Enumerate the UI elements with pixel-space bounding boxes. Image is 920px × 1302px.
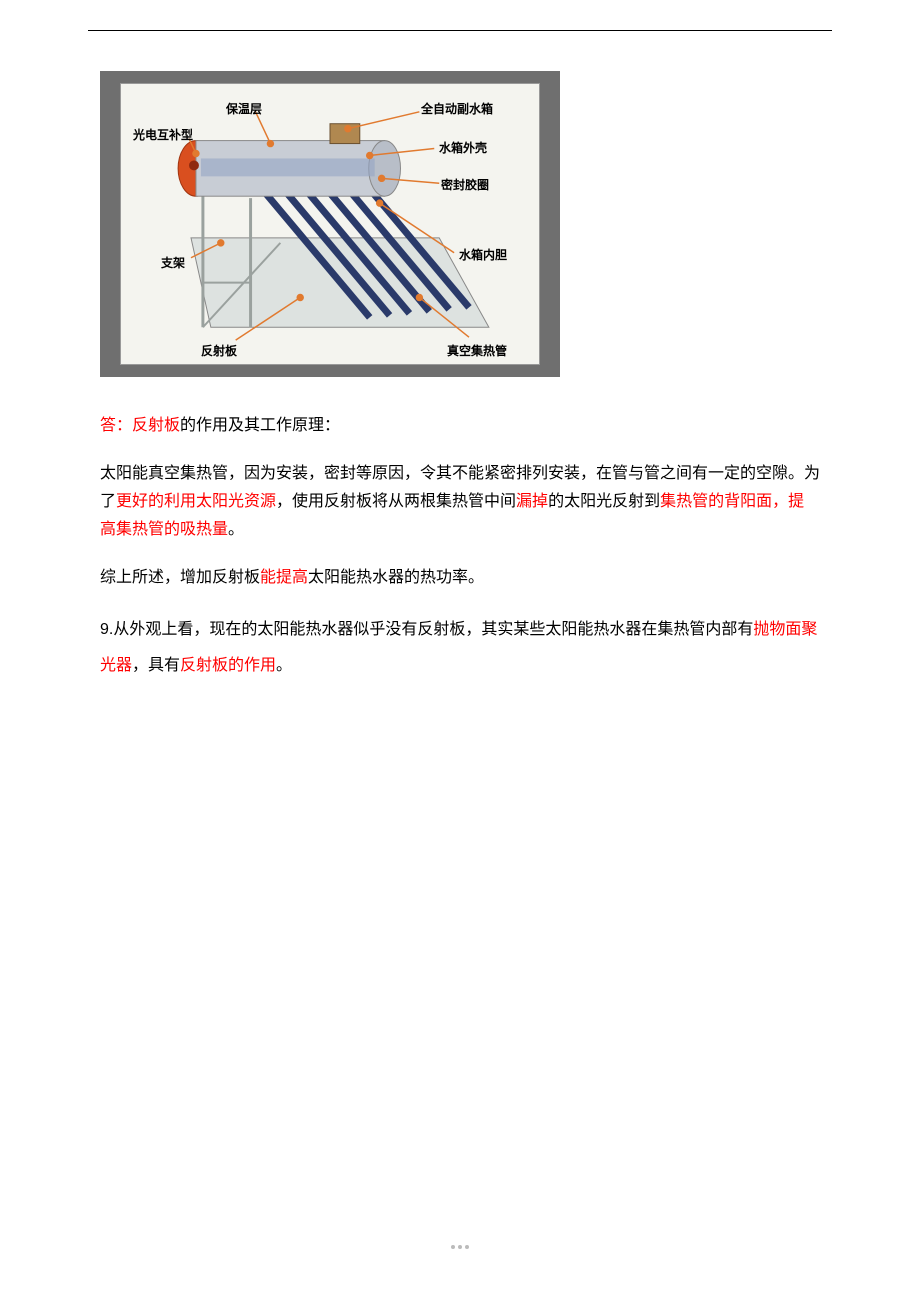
p2-t1: 综上所述，增加反射板 [100, 569, 260, 586]
page-footer [0, 1238, 920, 1256]
p2-t2: 太阳能热水器的热功率。 [308, 569, 484, 586]
label-neidan: 水箱内胆 [459, 246, 507, 263]
p3-t1: 9.从外观上看，现在的太阳能热水器似乎没有反射板，其实某些太阳能热水器在集热管内… [100, 621, 753, 638]
answer-prefix: 答： [100, 417, 132, 434]
p1-r2: 漏掉 [516, 493, 548, 510]
label-guangdian: 光电互补型 [133, 126, 193, 143]
label-fanshe: 反射板 [201, 342, 237, 359]
label-fushuixiang: 全自动副水箱 [421, 100, 493, 117]
p2-r1: 能提高 [260, 569, 308, 586]
p3-r2: 反射板的作用 [180, 657, 276, 674]
answer-subject: 反射板 [132, 417, 180, 434]
footer-dots [445, 1243, 475, 1251]
solar-heater-diagram: 保温层 光电互补型 支架 反射板 全自动副水箱 水箱外壳 密封胶圈 水箱内胆 真… [100, 71, 560, 377]
label-baowen: 保温层 [226, 100, 262, 117]
document-page: 保温层 光电互补型 支架 反射板 全自动副水箱 水箱外壳 密封胶圈 水箱内胆 真… [0, 0, 920, 684]
p1-t4: 。 [228, 521, 244, 538]
header-rule [88, 30, 832, 31]
tank-group [178, 141, 400, 197]
diagram-canvas: 保温层 光电互补型 支架 反射板 全自动副水箱 水箱外壳 密封胶圈 水箱内胆 真… [120, 83, 540, 365]
label-mifeng: 密封胶圈 [441, 176, 489, 193]
p3-t2: ，具有 [132, 657, 180, 674]
p1-t2: ，使用反射板将从两根集热管中间 [276, 493, 516, 510]
answer-line: 答：反射板的作用及其工作原理： [100, 412, 820, 440]
label-zhijia: 支架 [161, 254, 185, 271]
paragraph-1: 太阳能真空集热管，因为安装，密封等原因，令其不能紧密排列安装，在管与管之间有一定… [100, 460, 820, 544]
label-waike: 水箱外壳 [439, 139, 487, 156]
paragraph-2: 综上所述，增加反射板能提高太阳能热水器的热功率。 [100, 564, 820, 592]
p1-r1: 更好的利用太阳光资源 [116, 493, 276, 510]
p1-t3: 的太阳光反射到 [548, 493, 660, 510]
label-jireguan: 真空集热管 [447, 342, 507, 359]
answer-suffix: 的作用及其工作原理： [180, 417, 340, 434]
p3-t3: 。 [276, 657, 292, 674]
paragraph-3: 9.从外观上看，现在的太阳能热水器似乎没有反射板，其实某些太阳能热水器在集热管内… [100, 612, 820, 684]
